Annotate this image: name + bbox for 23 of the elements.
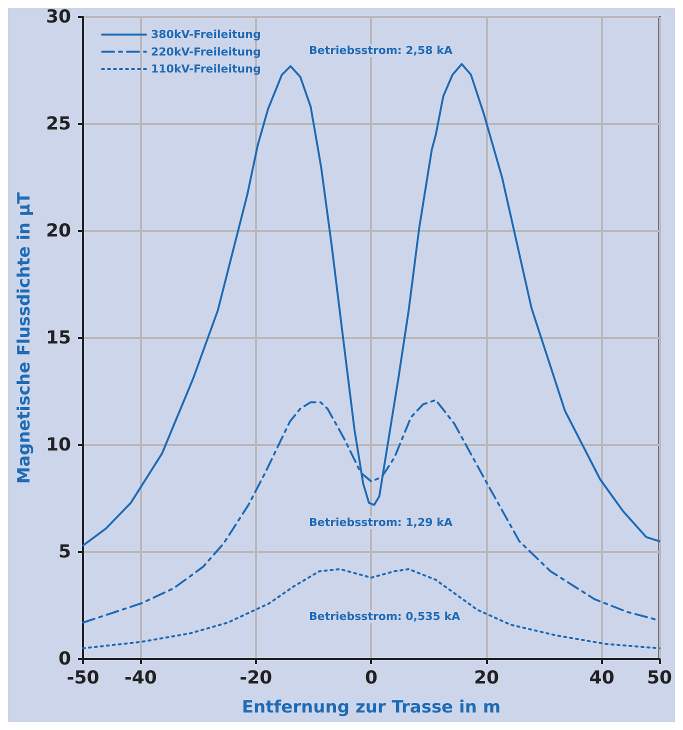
annotation: Betriebsstrom: 0,535 kA: [309, 610, 461, 623]
x-tick-label: -50: [66, 668, 100, 688]
x-tick-label: -20: [240, 668, 272, 688]
y-axis-title: Magnetische Flussdichte in µT: [14, 192, 34, 484]
x-tick-label: 20: [474, 668, 500, 688]
y-tick-label: 30: [46, 6, 71, 28]
y-tick-label: 10: [46, 434, 71, 456]
legend-label: 220kV-Freileitung: [151, 45, 261, 58]
annotation: Betriebsstrom: 1,29 kA: [309, 516, 453, 529]
y-tick-label: 20: [46, 220, 71, 242]
x-axis-title: Entfernung zur Trasse in m: [242, 698, 501, 718]
legend-label: 110kV-Freileitung: [151, 62, 261, 76]
legend-label: 380kV-Freileitung: [151, 28, 261, 42]
x-tick-label: 0: [364, 668, 378, 688]
y-tick-label: 5: [58, 542, 71, 562]
line-series: [82, 568, 660, 650]
annotation: Betriebsstrom: 2,58 kA: [309, 44, 453, 57]
x-tick-label: 40: [589, 668, 614, 688]
y-tick-label: 0: [58, 648, 71, 670]
x-tick-label: 50: [646, 668, 672, 688]
y-tick-label: 15: [46, 328, 71, 348]
y-tick-label: 25: [46, 114, 71, 134]
x-tick-label: -40: [124, 668, 157, 688]
